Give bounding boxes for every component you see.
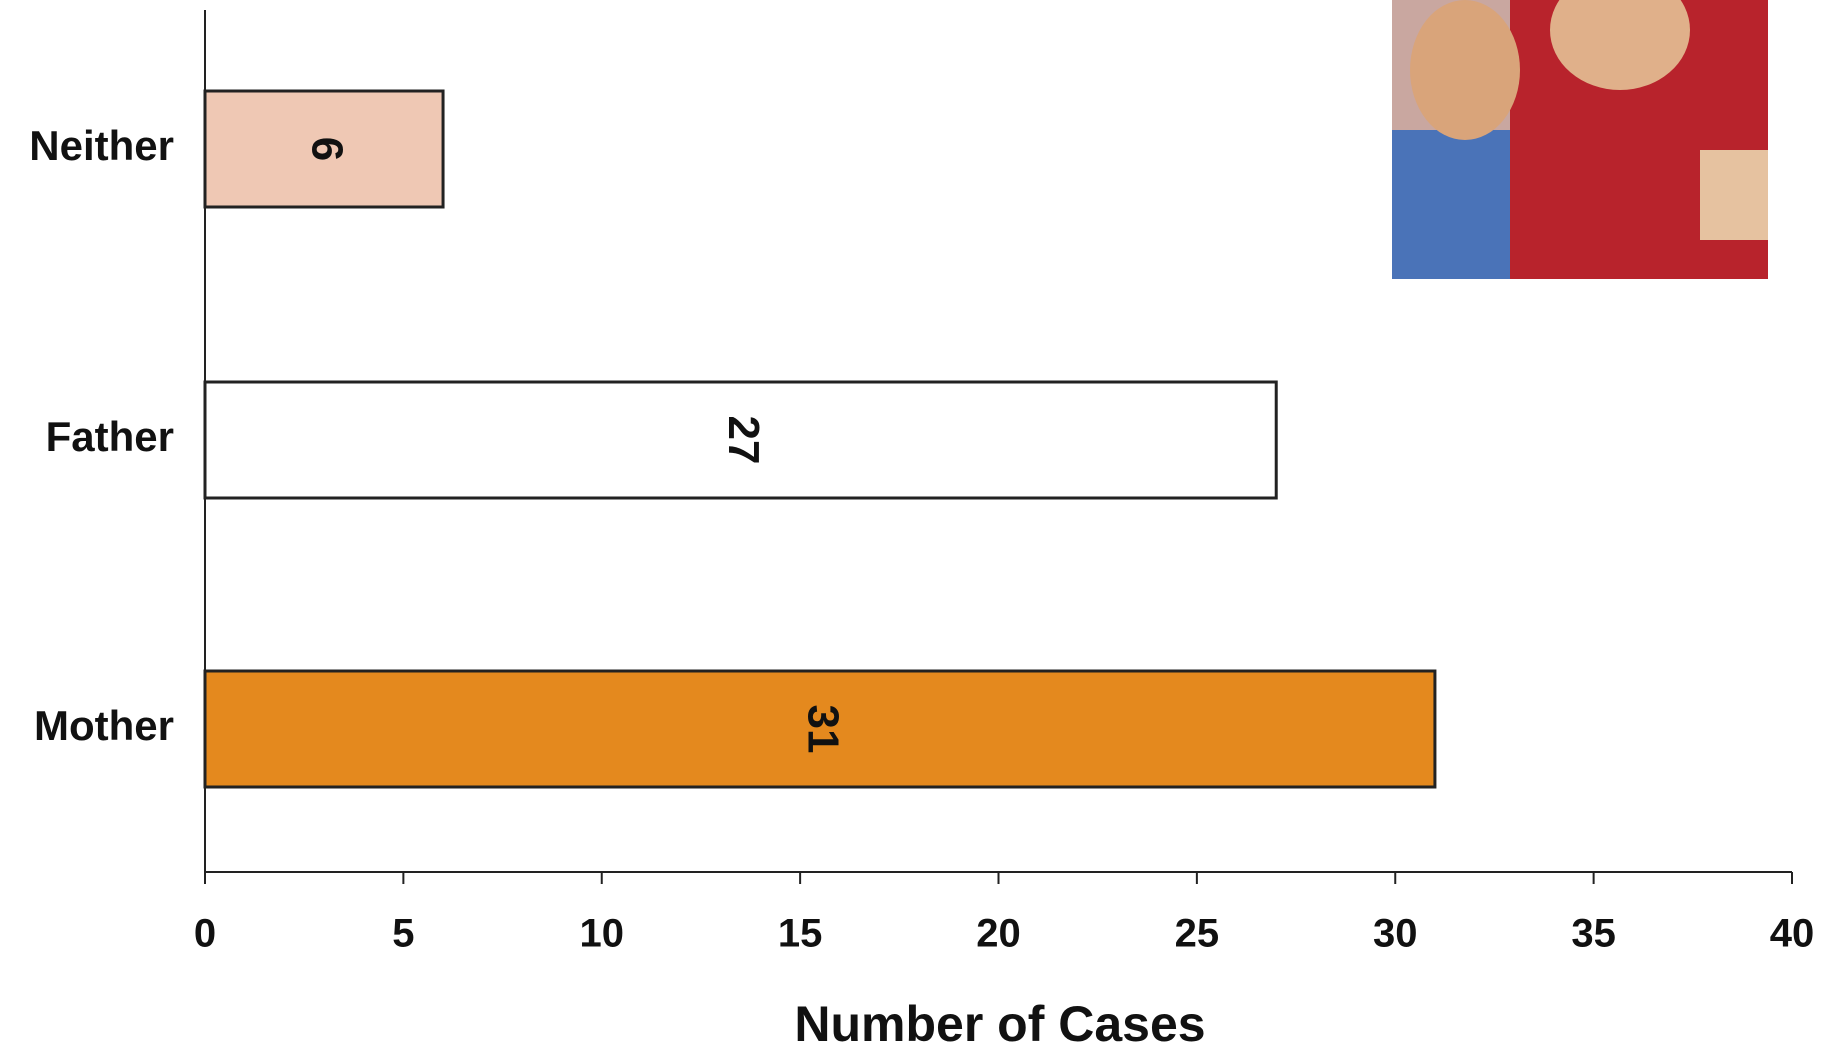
value-label: 6 xyxy=(302,137,351,161)
x-tick-label: 35 xyxy=(1571,912,1616,956)
photo xyxy=(1392,0,1768,279)
x-tick-label: 25 xyxy=(1175,912,1220,956)
x-tick-label: 0 xyxy=(194,912,216,956)
x-tick-label: 30 xyxy=(1373,912,1418,956)
x-tick-label: 5 xyxy=(392,912,414,956)
category-label: Neither xyxy=(29,122,174,169)
x-tick-label: 20 xyxy=(976,912,1021,956)
x-tick-label: 40 xyxy=(1770,912,1815,956)
x-axis-title: Number of Cases xyxy=(794,996,1205,1052)
category-label: Mother xyxy=(34,702,174,749)
category-label: Father xyxy=(46,413,174,460)
x-tick-label: 15 xyxy=(778,912,823,956)
chart: Number of Cases 0 5 10 15 20 25 30 35 40 Neither 6… xyxy=(0,0,1839,1055)
x-tick-label: 10 xyxy=(580,912,625,956)
value-label: 27 xyxy=(719,416,768,465)
value-label: 31 xyxy=(798,705,847,754)
